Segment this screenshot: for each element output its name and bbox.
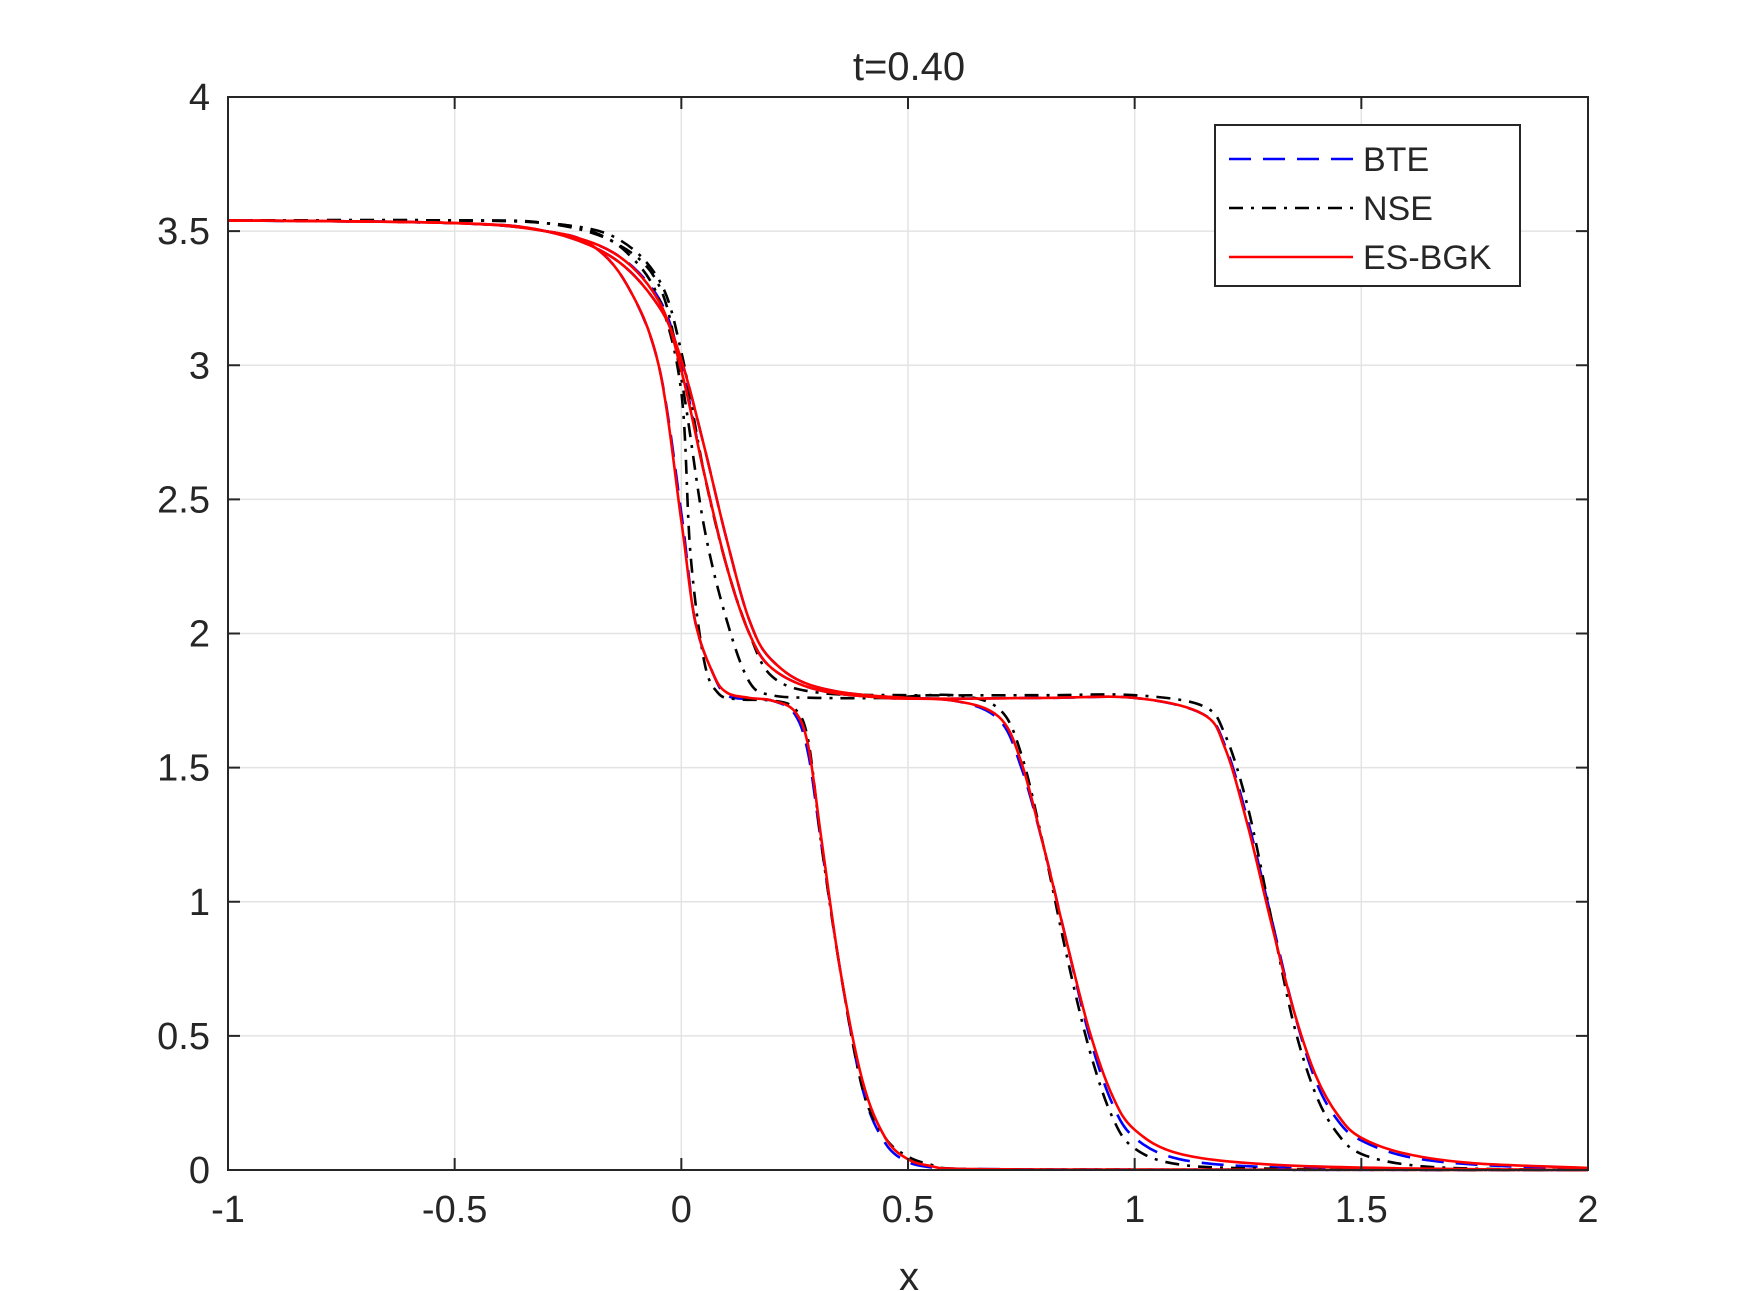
series-line-es-bgk-3 [227, 219, 1589, 1170]
legend-label-bte: BTE [1363, 141, 1429, 179]
y-tick-label: 2.5 [157, 479, 210, 521]
x-tick-label: 0 [671, 1189, 692, 1231]
y-tick-label: 1 [189, 882, 210, 924]
series-line-bte-1 [227, 219, 1589, 1172]
legend-box [1214, 124, 1521, 287]
y-tick-label: 4 [189, 77, 210, 119]
y-tick-label: 0.5 [157, 1016, 210, 1058]
series-line-nse-3 [227, 218, 1589, 1171]
y-tick-label: 2 [189, 614, 210, 656]
y-tick-label: 0 [189, 1150, 210, 1192]
x-tick-label: 0.5 [882, 1189, 935, 1231]
chart-title: t=0.40 [853, 45, 965, 89]
series-line-nse-2 [227, 218, 1589, 1172]
legend-label-nse: NSE [1363, 190, 1433, 228]
y-tick-label: 1.5 [157, 748, 210, 790]
x-tick-label: -1 [211, 1189, 245, 1231]
legend: BTE NSE ES-BGK [1214, 124, 1521, 287]
legend-label-es-bgk: ES-BGK [1363, 239, 1492, 277]
y-tick-label: 3 [189, 345, 210, 387]
x-tick-label: 1 [1124, 1189, 1145, 1231]
axis-ticks: -1 -0.5 0 0.5 1 1.5 2 0 0.5 1 1.5 2 2.5 3 3.5 4 [157, 77, 1598, 1231]
y-tick-label: 3.5 [157, 211, 210, 253]
x-axis-label: x [899, 1255, 919, 1291]
x-tick-label: 2 [1577, 1189, 1598, 1231]
x-tick-label: 1.5 [1335, 1189, 1388, 1231]
x-tick-label: -0.5 [422, 1189, 487, 1231]
